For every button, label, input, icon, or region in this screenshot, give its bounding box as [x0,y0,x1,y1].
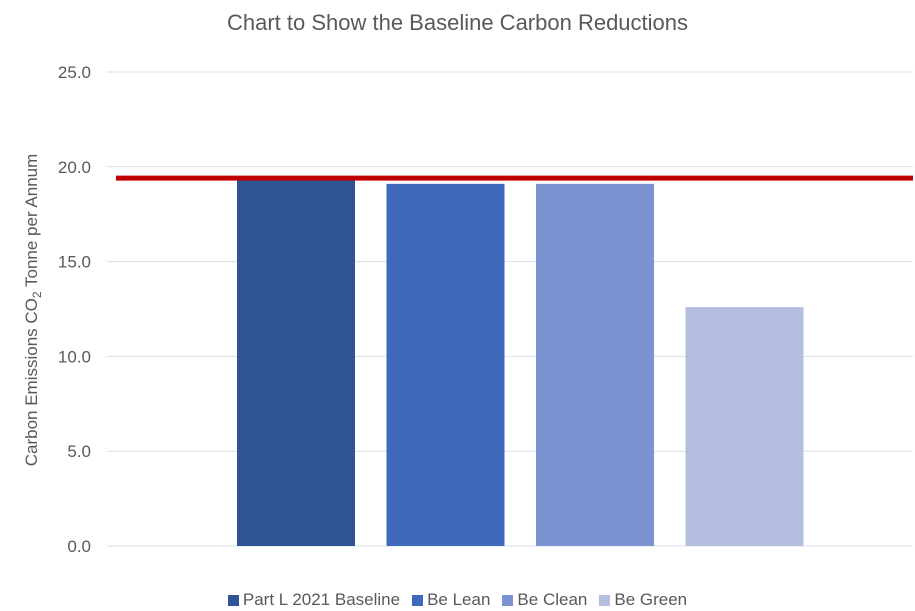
bar-be-lean [386,183,505,546]
legend: Part L 2021 Baseline Be Lean Be Clean Be Gr… [0,590,915,610]
y-tick-label: 10.0 [58,347,91,366]
legend-swatch [599,594,611,606]
legend-label: Be Clean [517,590,588,609]
y-tick-label: 0.0 [67,537,91,556]
y-tick-label: 5.0 [67,442,91,461]
legend-item: Be Lean [412,590,490,610]
bar-be-clean [536,183,654,546]
legend-swatch [227,594,239,606]
legend-label: Part L 2021 Baseline [242,590,401,609]
legend-swatch [412,594,424,606]
bar-part-l-2021-baseline [237,178,355,546]
legend-item: Be Green [599,590,687,610]
legend-swatch [502,594,514,606]
legend-label: Be Green [614,590,688,609]
legend-item: Part L 2021 Baseline [227,590,401,610]
legend-item: Be Clean [502,590,587,610]
y-tick-label: 25.0 [58,63,91,82]
chart-title: Chart to Show the Baseline Carbon Reduct… [226,10,689,35]
legend-label: Be Lean [427,590,491,609]
y-tick-label: 15.0 [58,253,91,272]
bar-be-green [685,307,804,546]
y-tick-label: 20.0 [58,158,91,177]
